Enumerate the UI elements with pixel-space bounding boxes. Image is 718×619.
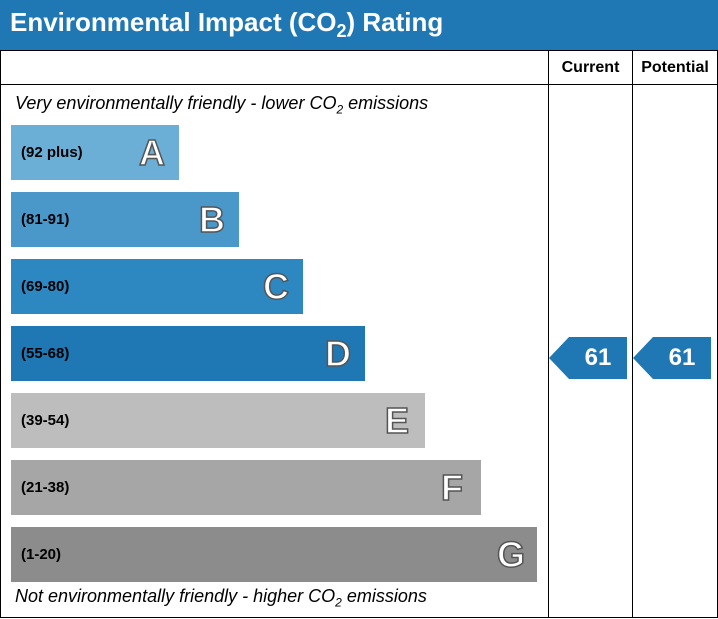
band-range: (55-68)	[21, 345, 69, 362]
caption-bottom: Not environmentally friendly - higher CO…	[15, 586, 427, 610]
current-column: 61	[549, 85, 633, 618]
band-range: (92 plus)	[21, 144, 83, 161]
band-letter: A	[139, 132, 165, 174]
band-letter: F	[441, 467, 463, 509]
header-row: Current Potential	[1, 51, 717, 85]
caption-top-pre: Very environmentally friendly - lower CO	[15, 93, 336, 113]
title-sub: 2	[337, 22, 347, 42]
band-letter: B	[199, 199, 225, 241]
band-g: (1-20) G	[11, 527, 537, 582]
band-range: (69-80)	[21, 278, 69, 295]
band-b: (81-91) B	[11, 192, 239, 247]
rating-pointer: 61	[549, 333, 627, 383]
band-range: (1-20)	[21, 546, 61, 563]
header-spacer	[1, 51, 549, 84]
band-letter: C	[263, 266, 289, 308]
title-bar: Environmental Impact (CO2) Rating	[0, 0, 718, 50]
band-range: (39-54)	[21, 412, 69, 429]
pointer-head-icon	[549, 337, 569, 379]
body-row: Very environmentally friendly - lower CO…	[1, 85, 717, 618]
header-current: Current	[549, 51, 633, 84]
band-f: (21-38) F	[11, 460, 481, 515]
title-text: Environmental Impact (CO2) Rating	[10, 7, 443, 42]
band-range: (81-91)	[21, 211, 69, 228]
caption-bottom-sub: 2	[335, 596, 342, 610]
band-c: (69-80) C	[11, 259, 303, 314]
band-e: (39-54) E	[11, 393, 425, 448]
caption-top-post: emissions	[343, 93, 428, 113]
caption-bottom-post: emissions	[342, 586, 427, 606]
rating-table: Current Potential Very environmentally f…	[0, 50, 718, 618]
header-potential: Potential	[633, 51, 717, 84]
title-pre: Environmental Impact (CO	[10, 7, 337, 37]
pointer-value: 61	[569, 337, 627, 379]
title-post: ) Rating	[347, 7, 444, 37]
band-a: (92 plus) A	[11, 125, 179, 180]
caption-bottom-pre: Not environmentally friendly - higher CO	[15, 586, 335, 606]
pointer-head-icon	[633, 337, 653, 379]
potential-column: 61	[633, 85, 717, 618]
band-range: (21-38)	[21, 479, 69, 496]
band-letter: D	[325, 333, 351, 375]
co2-rating-chart: Environmental Impact (CO2) Rating Curren…	[0, 0, 718, 619]
pointer-value: 61	[653, 337, 711, 379]
caption-top: Very environmentally friendly - lower CO…	[15, 93, 428, 117]
band-letter: G	[497, 534, 525, 576]
rating-pointer: 61	[633, 333, 711, 383]
band-letter: E	[385, 400, 409, 442]
band-d: (55-68) D	[11, 326, 365, 381]
bands-container: (92 plus) A (81-91) B (69-80) C (55-68) D (39-54…	[11, 125, 537, 594]
chart-column: Very environmentally friendly - lower CO…	[1, 85, 549, 618]
